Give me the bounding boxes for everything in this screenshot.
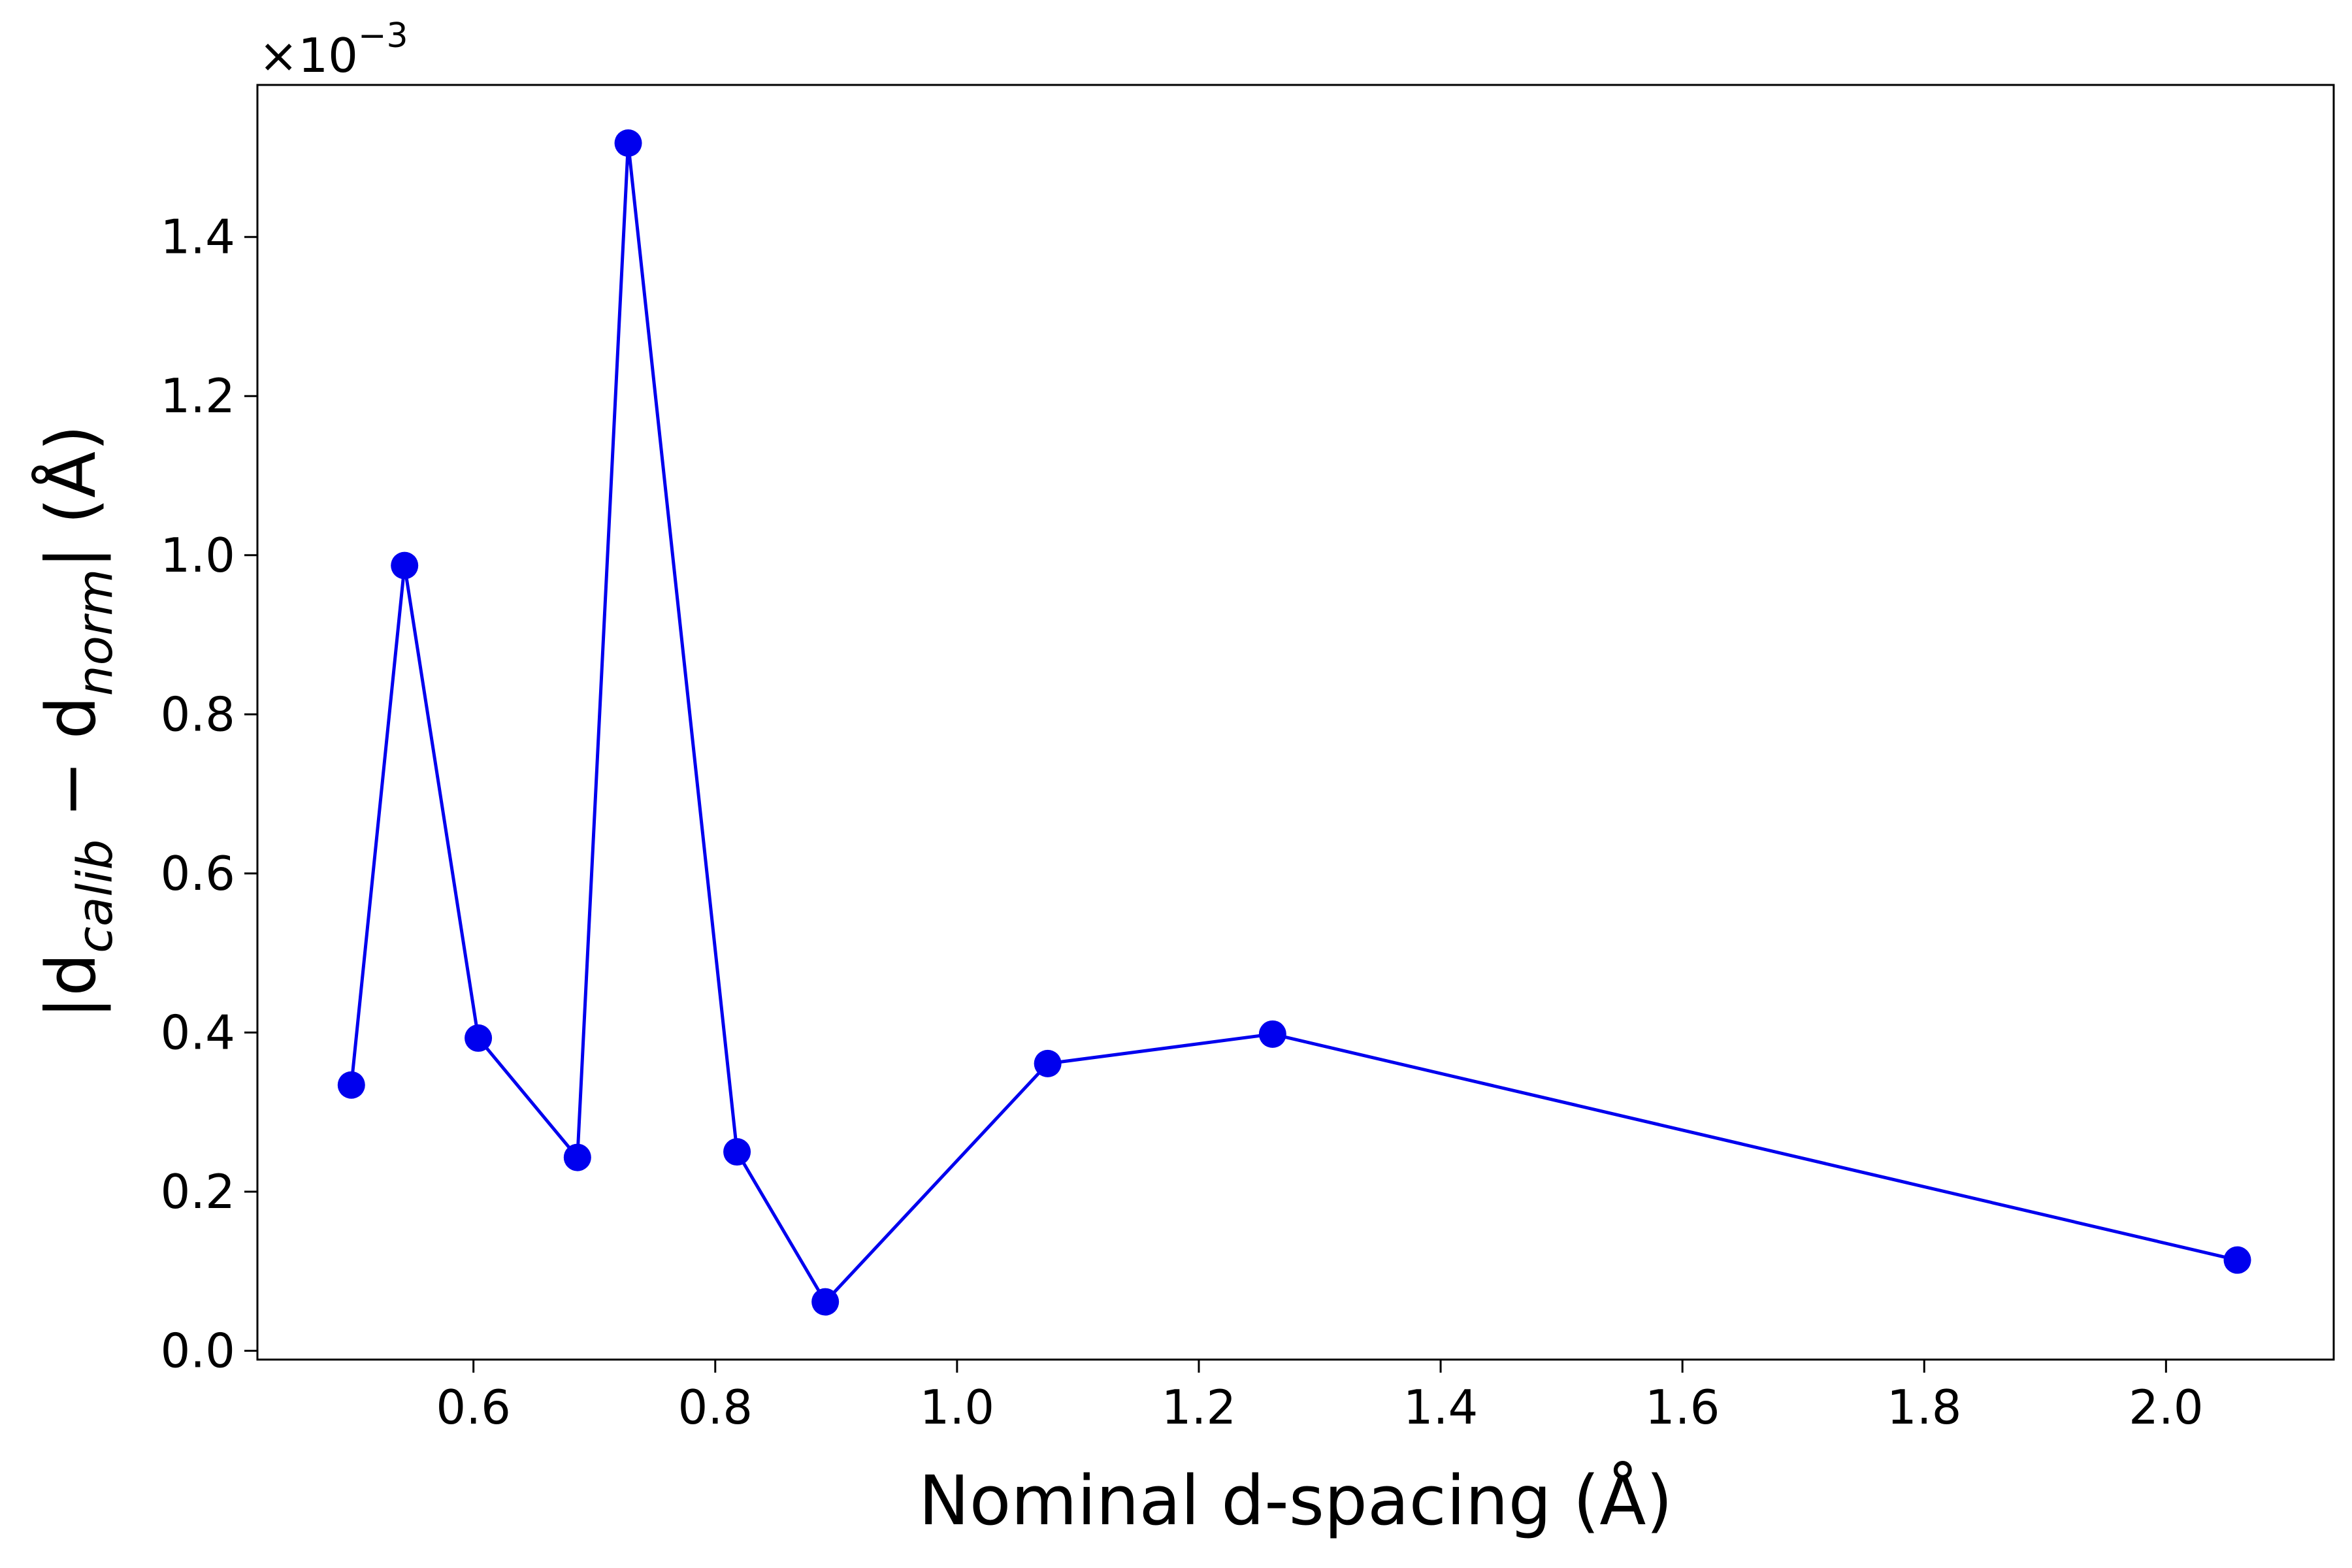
data-series	[337, 129, 2251, 1316]
y-title-sub-calib: calib	[67, 840, 123, 953]
data-point	[2223, 1246, 2251, 1274]
data-point	[563, 1143, 591, 1171]
axis-ticks: 0.6 0.8 1.0 1.2 1.4 1.6 1.8 2.0 0.0 0.2 0.4 0.6 0.8 1…	[160, 210, 2203, 1435]
y-tick-label: 0.6	[160, 846, 235, 901]
data-point	[1034, 1049, 1062, 1077]
series-line	[350, 142, 2238, 1305]
x-axis-title: Nominal d-spacing (Å)	[919, 1461, 1673, 1541]
y-tick-label: 1.0	[160, 528, 235, 583]
y-offset-base: ×10	[259, 28, 358, 83]
y-title-prefix: |d	[31, 953, 111, 1019]
y-offset-text: ×10−3	[259, 16, 408, 83]
y-offset-exponent: −3	[358, 16, 408, 56]
y-title-suffix: | (Å)	[31, 425, 111, 568]
x-tick-label: 0.8	[678, 1380, 753, 1435]
y-title-sub-norm: norm	[67, 569, 123, 696]
x-tick-label: 1.6	[1645, 1380, 1720, 1435]
y-tick-label: 0.0	[160, 1323, 235, 1378]
y-tick-label: 1.2	[160, 368, 235, 423]
data-point	[811, 1288, 840, 1316]
data-point	[391, 551, 419, 580]
plot-frame	[256, 84, 2335, 1361]
x-tick-label: 1.8	[1887, 1380, 1962, 1435]
y-tick-label: 0.4	[160, 1005, 235, 1060]
y-title-middle: − d	[31, 696, 111, 839]
data-point	[337, 1071, 365, 1099]
x-tick-label: 1.0	[920, 1380, 995, 1435]
x-tick-label: 1.4	[1403, 1380, 1478, 1435]
y-tick-label: 0.8	[160, 687, 235, 742]
data-point	[465, 1024, 493, 1052]
x-tick-label: 0.6	[436, 1380, 511, 1435]
data-point	[1258, 1020, 1286, 1048]
y-tick-label: 1.4	[160, 210, 235, 265]
y-tick-label: 0.2	[160, 1164, 235, 1219]
x-tick-label: 1.2	[1162, 1380, 1237, 1435]
data-point	[723, 1138, 751, 1166]
data-point	[614, 129, 642, 157]
x-tick-label: 2.0	[2129, 1380, 2204, 1435]
y-axis-title: |dcalib − dnorm| (Å)	[31, 425, 123, 1019]
